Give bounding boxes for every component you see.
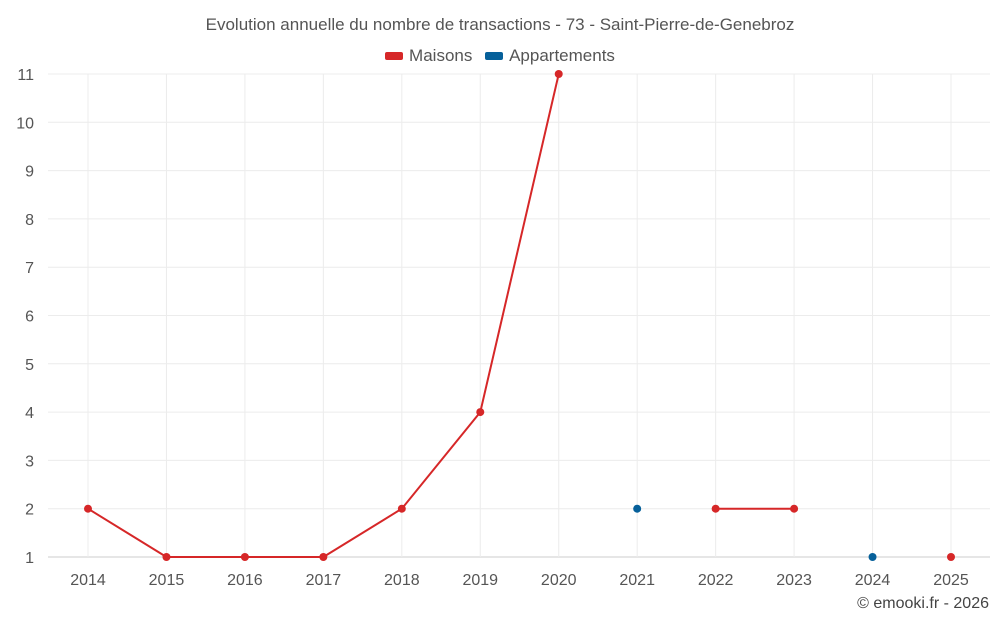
x-tick-label: 2025 xyxy=(933,572,969,589)
data-point-maisons xyxy=(319,553,328,561)
x-tick-label: 2016 xyxy=(227,572,263,589)
y-tick-label: 3 xyxy=(25,453,34,470)
data-point-maisons xyxy=(84,504,92,513)
y-tick-label: 10 xyxy=(16,115,34,132)
grid xyxy=(48,73,990,558)
legend-swatch-maisons xyxy=(385,52,404,60)
data-point-maisons xyxy=(554,70,563,78)
data-point-maisons xyxy=(397,504,406,513)
x-tick-label: 2014 xyxy=(70,572,106,589)
credit-text: © emooki.fr - 2026 xyxy=(857,595,989,612)
data-point-maisons xyxy=(947,553,955,561)
data-point-maisons xyxy=(476,408,485,417)
data-point-maisons xyxy=(790,504,799,513)
x-tick-label: 2019 xyxy=(462,572,498,589)
x-tick-label: 2018 xyxy=(384,572,420,589)
data-point-maisons xyxy=(240,553,249,561)
x-tick-label: 2015 xyxy=(149,572,185,589)
x-tick-label: 2020 xyxy=(541,572,577,589)
x-tick-label: 2024 xyxy=(855,572,891,589)
data-point-appartements xyxy=(633,504,642,513)
data-point-maisons xyxy=(711,504,720,513)
axes: 1 2 3 4 5 6 7 8 9 10 11 2014 2015 2016 2017 2018 2019 202… xyxy=(16,67,969,589)
legend-item-appartements[interactable]: Appartements xyxy=(485,46,615,66)
x-tick-label: 2022 xyxy=(698,572,734,589)
data-point-appartements xyxy=(868,553,877,561)
y-tick-label: 2 xyxy=(25,502,34,519)
legend-label-appartements: Appartements xyxy=(509,46,615,65)
x-tick-label: 2021 xyxy=(619,572,655,589)
y-tick-label: 5 xyxy=(25,357,34,374)
y-tick-label: 4 xyxy=(25,405,34,422)
legend: Maisons Appartements xyxy=(0,45,1000,66)
series-points xyxy=(84,70,955,561)
y-tick-label: 7 xyxy=(25,260,34,277)
legend-label-maisons: Maisons xyxy=(409,46,473,65)
x-tick-label: 2023 xyxy=(776,572,812,589)
legend-item-maisons[interactable]: Maisons xyxy=(385,46,472,66)
y-tick-label: 1 xyxy=(25,550,34,567)
y-tick-label: 8 xyxy=(25,212,34,229)
y-tick-label: 9 xyxy=(25,164,34,181)
legend-swatch-appartements xyxy=(485,52,504,60)
data-point-maisons xyxy=(162,553,171,561)
y-tick-label: 6 xyxy=(25,309,34,326)
y-tick-label: 11 xyxy=(17,67,34,84)
chart-title: Evolution annuelle du nombre de transact… xyxy=(205,15,795,34)
x-tick-label: 2017 xyxy=(306,572,342,589)
